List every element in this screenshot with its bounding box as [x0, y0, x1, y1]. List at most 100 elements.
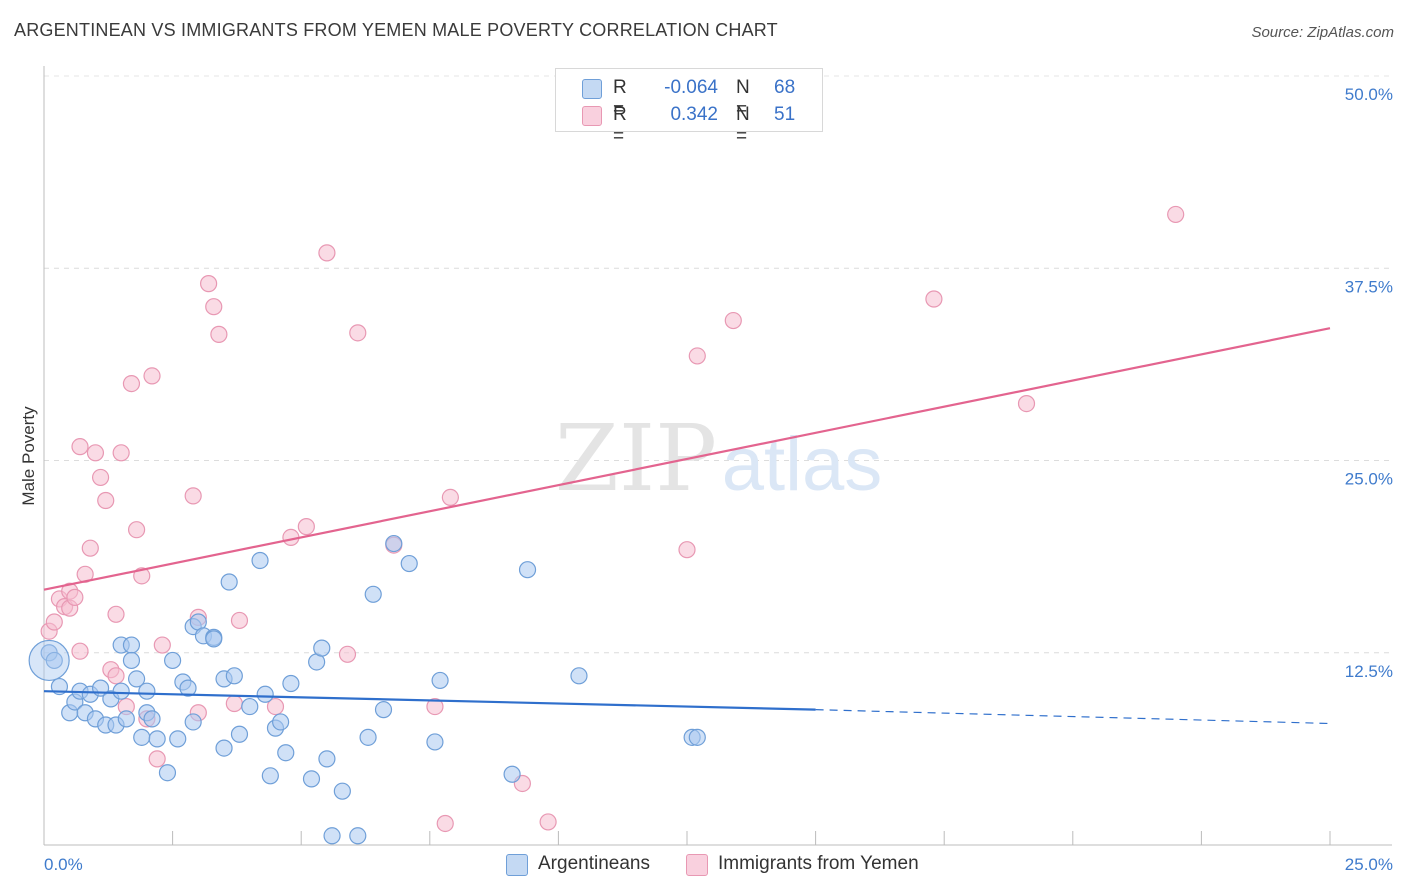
yemen-point [71, 642, 89, 660]
y-tick-label: 50.0% [1345, 85, 1393, 104]
argentinean-point [261, 767, 279, 785]
argentinean-point [220, 573, 238, 591]
yemen-point [318, 244, 336, 262]
yemen-point [1167, 205, 1185, 224]
bottom-legend-swatch-pink [686, 854, 708, 876]
yemen-point [97, 491, 115, 510]
axes [43, 66, 1392, 846]
yemen-point [349, 324, 367, 342]
y-tick-label: 37.5% [1345, 277, 1393, 296]
x-tick-label: 0.0% [44, 855, 83, 874]
yemen-point [230, 611, 249, 630]
yemen-point [153, 636, 171, 654]
argentinean-point [277, 744, 295, 762]
argentinean-point [205, 630, 223, 648]
yemen-point [45, 613, 63, 631]
yemen-point [297, 518, 315, 536]
argentinean-point [28, 639, 70, 682]
argentinean-point [349, 827, 367, 845]
argentinean-point [282, 674, 300, 693]
yemen-point [91, 468, 110, 487]
argentinean-point [503, 765, 521, 783]
legend-r-label: R = [613, 77, 627, 120]
yemen-point [441, 488, 459, 507]
argentinean-point [385, 534, 403, 553]
argentinean-point [169, 730, 187, 748]
trend-lines [43, 327, 1331, 725]
yemen-point [122, 375, 141, 393]
yemen-point [107, 667, 125, 685]
gridlines [44, 75, 1392, 654]
argentinean-point [179, 679, 197, 697]
legend: R = -0.064 N = 68 R = 0.342 N = 51 [555, 68, 823, 147]
legend-swatch-blue [582, 79, 602, 99]
argentinean-point [122, 651, 141, 670]
argentinean-point [359, 728, 377, 746]
watermark: ZIP atlas [555, 405, 882, 512]
argentinean-point [374, 701, 393, 719]
yemen-point [210, 325, 228, 343]
yemen-point [205, 298, 223, 316]
x-tick-label: 25.0% [1345, 855, 1393, 874]
argentinean-point [333, 782, 351, 800]
argentinean-point [426, 733, 444, 751]
argentinean-point [215, 739, 233, 757]
yemen-point [184, 487, 202, 505]
y-axis-label: Male Poverty [19, 406, 38, 506]
yemen-point [71, 438, 89, 456]
argentinean-points [28, 534, 706, 845]
yemen-point [436, 814, 454, 833]
yemen-point [143, 367, 161, 385]
yemen-point [200, 275, 218, 293]
yemen-trend-line [43, 327, 1331, 591]
yemen-point [678, 541, 696, 559]
bottom-legend-label: Argentineans [538, 853, 650, 874]
legend-swatch-pink [582, 106, 602, 126]
yemen-point [225, 694, 243, 713]
y-tick-label: 25.0% [1345, 470, 1393, 489]
legend-n-label: N = [736, 77, 750, 120]
yemen-point [724, 311, 742, 330]
source-label: Source: ZipAtlas.com [1251, 24, 1394, 41]
yemen-point [127, 521, 146, 539]
yemen-point [133, 567, 151, 585]
argentinean-point [251, 551, 269, 570]
chart-title: ARGENTINEAN VS IMMIGRANTS FROM YEMEN MAL… [14, 20, 778, 40]
argentinean-point [302, 770, 321, 788]
argentinean-point [164, 651, 182, 670]
legend-r-label: R = [613, 104, 627, 147]
yemen-point [66, 588, 84, 606]
legend-n-value: 51 [774, 104, 796, 125]
argentinean-point [318, 750, 336, 768]
argentinean-point [400, 554, 418, 573]
argentinean-point [184, 713, 202, 731]
argentinean-point [133, 728, 151, 746]
yemen-point [86, 444, 105, 462]
argentinean-point [143, 710, 161, 728]
argentinean-point [45, 651, 63, 670]
bottom-legend-label: Immigrants from Yemen [718, 853, 919, 874]
argentinean-point [431, 671, 449, 690]
argentinean-point [313, 639, 331, 657]
argentinean-point [127, 670, 146, 688]
argentinean-point [117, 710, 135, 728]
argentinean-point [272, 713, 290, 731]
argentinean-trend-line [43, 690, 816, 711]
argentinean-point [364, 585, 382, 603]
legend-n-value: 68 [774, 77, 796, 98]
tick-labels: 12.5% 25.0% 37.5% 50.0% 0.0% 25.0% [44, 85, 1393, 874]
yemen-point [148, 750, 166, 768]
yemen-points [40, 205, 1185, 833]
yemen-point [539, 813, 557, 831]
yemen-point [107, 605, 125, 623]
legend-r-value: -0.064 [664, 77, 718, 98]
yemen-point [426, 697, 444, 716]
argentinean-point [158, 764, 177, 782]
argentinean-point [230, 725, 249, 743]
legend-r-value: 0.342 [670, 104, 718, 125]
argentinean-point [323, 827, 341, 845]
argentinean-point [256, 685, 274, 703]
argentinean-point [148, 730, 166, 748]
argentinean-trend-line-dashed [815, 709, 1331, 725]
